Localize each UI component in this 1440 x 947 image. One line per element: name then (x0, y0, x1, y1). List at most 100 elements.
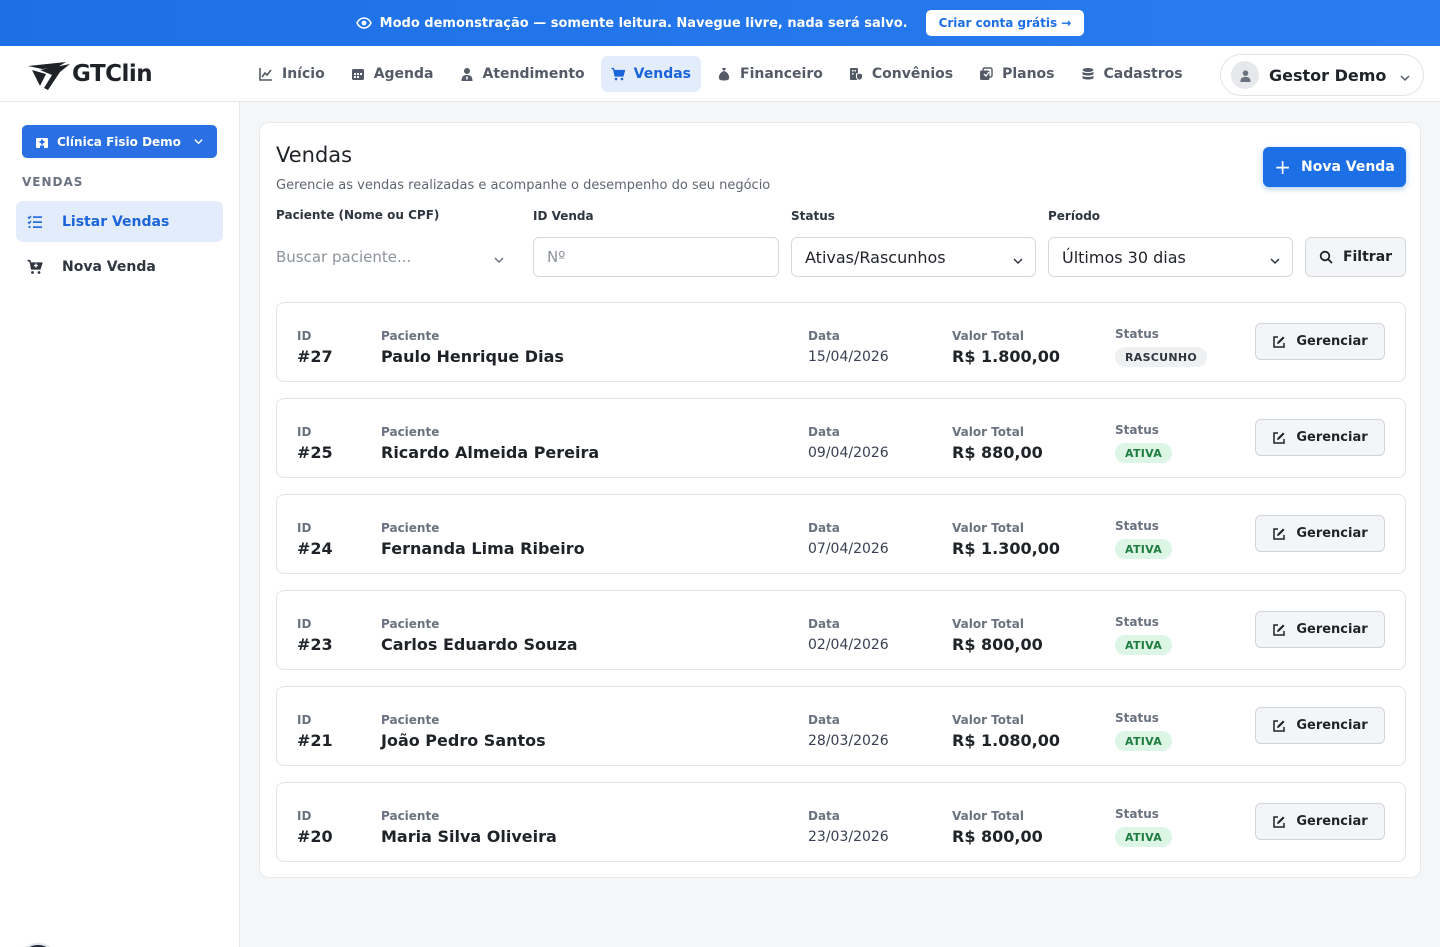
demo-banner-text: Modo demonstração — somente leitura. Nav… (379, 15, 908, 31)
manage-button-label: Gerenciar (1296, 622, 1368, 637)
nav-cadastros-label: Cadastros (1103, 66, 1183, 82)
patient-name: Paulo Henrique Dias (381, 347, 564, 366)
status-badge: ATIVA (1115, 731, 1173, 751)
nav-vendas-label: Vendas (633, 66, 692, 82)
clinic-selector[interactable]: Clínica Fisio Demo (22, 125, 217, 158)
sale-id: #23 (297, 635, 333, 654)
patient-filter-label: Paciente (Nome ou CPF) (276, 208, 440, 222)
brand-name: GTClin (72, 61, 153, 87)
sale-total: R$ 880,00 (952, 443, 1043, 462)
filter-button-label: Filtrar (1342, 249, 1393, 265)
status-badge: ATIVA (1115, 539, 1173, 559)
manage-button-label: Gerenciar (1296, 526, 1368, 541)
sale-id-input[interactable]: Nº (533, 237, 779, 277)
patient-name: João Pedro Santos (381, 731, 546, 750)
sale-row: ID #21 Paciente João Pedro Santos Data 2… (276, 686, 1406, 766)
money-bag-icon (717, 67, 731, 81)
id-label: ID (297, 329, 312, 343)
manage-button[interactable]: Gerenciar (1255, 707, 1385, 744)
patient-name: Carlos Eduardo Souza (381, 635, 578, 654)
edit-icon (1272, 815, 1286, 829)
nav-convenios[interactable]: Convênios (839, 56, 963, 92)
manage-button[interactable]: Gerenciar (1255, 803, 1385, 840)
manage-button[interactable]: Gerenciar (1255, 611, 1385, 648)
status-select-value: Ativas/Rascunhos (805, 247, 946, 267)
nav-planos-label: Planos (1002, 66, 1055, 82)
nav-atendimento-label: Atendimento (482, 66, 585, 82)
nav-vendas[interactable]: Vendas (600, 56, 702, 92)
edit-icon (1272, 527, 1286, 541)
status-label: Status (1115, 711, 1159, 725)
cart-icon (611, 67, 625, 81)
user-name: Gestor Demo (1269, 65, 1387, 85)
status-badge: ATIVA (1115, 827, 1173, 847)
status-label: Status (1115, 615, 1159, 629)
sidebar-item-listar-vendas[interactable]: Listar Vendas (16, 201, 223, 242)
sale-id: #21 (297, 731, 333, 750)
patient-label: Paciente (381, 425, 440, 439)
sale-id: #20 (297, 827, 333, 846)
sidebar-section-title: VENDAS (22, 175, 84, 189)
date-label: Data (808, 713, 840, 727)
sale-row: ID #27 Paciente Paulo Henrique Dias Data… (276, 302, 1406, 382)
new-sale-button[interactable]: + Nova Venda (1263, 147, 1406, 187)
filter-button[interactable]: Filtrar (1305, 237, 1406, 277)
brand-logo[interactable]: GTClin (26, 56, 153, 92)
date-label: Data (808, 329, 840, 343)
sidebar: Clínica Fisio Demo VENDAS Listar Vendas … (0, 102, 240, 947)
edit-icon (1272, 431, 1286, 445)
sidebar-item-nova-venda[interactable]: Nova Venda (16, 246, 223, 287)
dev-tools-button[interactable]: N (19, 945, 57, 947)
chevron-down-icon (1269, 252, 1281, 271)
patient-label: Paciente (381, 521, 440, 535)
sale-id-placeholder: Nº (547, 248, 566, 266)
nav-cadastros[interactable]: Cadastros (1071, 56, 1193, 92)
patient-label: Paciente (381, 713, 440, 727)
date-label: Data (808, 617, 840, 631)
sale-total: R$ 1.080,00 (952, 731, 1060, 750)
chevron-down-icon (493, 251, 505, 270)
status-badge: ATIVA (1115, 443, 1173, 463)
sale-total: R$ 1.800,00 (952, 347, 1060, 366)
nav-agenda[interactable]: Agenda (341, 56, 444, 92)
total-label: Valor Total (952, 617, 1024, 631)
id-label: ID (297, 521, 312, 535)
sale-total: R$ 800,00 (952, 827, 1043, 846)
sale-row: ID #23 Paciente Carlos Eduardo Souza Dat… (276, 590, 1406, 670)
total-label: Valor Total (952, 425, 1024, 439)
nav-inicio[interactable]: Início (249, 56, 335, 92)
status-badge: RASCUNHO (1115, 347, 1208, 367)
manage-button[interactable]: Gerenciar (1255, 419, 1385, 456)
nav-financeiro-label: Financeiro (740, 66, 823, 82)
page-subtitle: Gerencie as vendas realizadas e acompanh… (276, 178, 771, 193)
manage-button[interactable]: Gerenciar (1255, 515, 1385, 552)
status-label: Status (1115, 423, 1159, 437)
patient-name: Ricardo Almeida Pereira (381, 443, 600, 462)
nav-inicio-label: Início (282, 66, 325, 82)
sale-row: ID #20 Paciente Maria Silva Oliveira Dat… (276, 782, 1406, 862)
nav-atendimento[interactable]: Atendimento (450, 56, 595, 92)
id-label: ID (297, 713, 312, 727)
manage-button-label: Gerenciar (1296, 814, 1368, 829)
chart-line-icon (259, 67, 273, 81)
manage-button[interactable]: Gerenciar (1255, 323, 1385, 360)
sidebar-item-label: Listar Vendas (62, 213, 170, 230)
sale-date: 09/04/2026 (808, 445, 889, 461)
plans-icon (979, 67, 993, 81)
hospital-icon (35, 135, 49, 149)
user-doctor-icon (460, 67, 474, 81)
nav-convenios-label: Convênios (871, 66, 954, 82)
main-nav: Início Agenda Atendimento Vendas Finance… (249, 56, 1199, 92)
patient-label: Paciente (381, 617, 440, 631)
period-select[interactable]: Últimos 30 dias (1048, 237, 1293, 277)
chevron-down-icon (193, 136, 204, 150)
create-account-button[interactable]: Criar conta grátis → (925, 10, 1085, 36)
status-select[interactable]: Ativas/Rascunhos (791, 237, 1036, 277)
nav-financeiro[interactable]: Financeiro (707, 56, 833, 92)
user-menu[interactable]: Gestor Demo (1220, 54, 1424, 96)
logo-mark-icon (28, 62, 70, 90)
id-label: ID (297, 809, 312, 823)
patient-search-select[interactable]: Buscar paciente... (276, 237, 516, 277)
nav-planos[interactable]: Planos (969, 56, 1064, 92)
cart-plus-icon (27, 259, 43, 275)
